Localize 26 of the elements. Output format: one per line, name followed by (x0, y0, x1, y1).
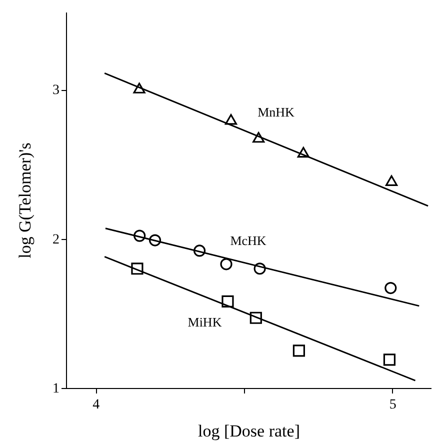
x-axis-title: log [Dose rate] (198, 422, 300, 440)
series-label: McHK (230, 233, 267, 248)
series-label: MnHK (258, 104, 296, 120)
point (252, 132, 265, 143)
point (220, 258, 232, 270)
point (134, 230, 146, 242)
point (292, 344, 305, 357)
y-tick-label: 2 (52, 232, 60, 248)
point (131, 262, 144, 275)
y-tick-label: 3 (52, 83, 60, 98)
point (250, 312, 262, 324)
point (148, 234, 162, 246)
x-tick-label: 4 (92, 398, 100, 412)
point (383, 354, 396, 366)
point (193, 244, 206, 257)
point (297, 146, 310, 158)
y-axis-title: log G(Telomer)'s (16, 142, 34, 258)
y-tick-label: 1 (52, 382, 60, 396)
series-label: MiHK (188, 314, 222, 330)
point (385, 175, 398, 186)
x-tick-label: 5 (389, 398, 396, 412)
point (222, 295, 234, 308)
point (133, 82, 146, 94)
point (254, 262, 266, 275)
point (224, 114, 238, 125)
point (384, 282, 397, 294)
